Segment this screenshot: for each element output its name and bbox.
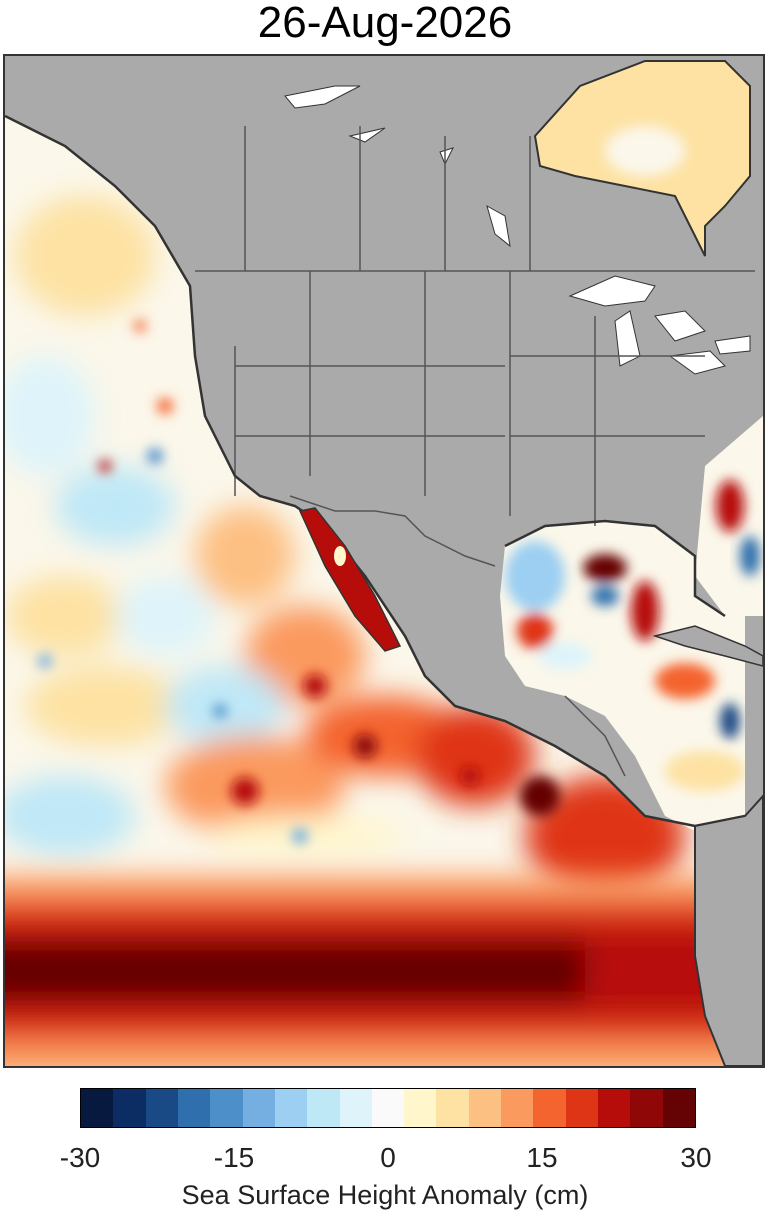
colorbar-swatch [339,1089,372,1127]
colorbar-swatch [242,1089,275,1127]
colorbar-swatch [468,1089,502,1127]
colorbar [80,1088,696,1128]
map-canvas [5,56,763,1066]
colorbar-swatch [501,1089,534,1127]
political-borders [195,126,755,777]
map-title: 26-Aug-2026 [257,0,513,47]
colorbar-swatch [145,1089,178,1127]
colorbar-swatch [274,1089,308,1127]
colorbar-swatch [177,1089,211,1127]
colorbar-swatch [630,1089,663,1127]
colorbar-label: Sea Surface Height Anomaly (cm) [181,1180,589,1210]
colorbar-swatch [436,1089,469,1127]
colorbar-swatch [533,1089,566,1127]
tick-label: -15 [213,1142,255,1173]
great-lakes [284,85,751,375]
colorbar-swatch [662,1089,695,1127]
colorbar-swatch [404,1089,437,1127]
colorbar-swatch [113,1089,146,1127]
tick-label: -30 [59,1142,101,1173]
atlantic-ocean-field [695,416,763,616]
ssh-anomaly-map [3,54,765,1068]
colorbar-swatch [598,1089,631,1127]
tick-label: 0 [380,1142,396,1173]
gulf-of-california [298,507,402,652]
colorbar-swatch [81,1089,114,1127]
south-america [694,794,763,1066]
tick-label: 30 [680,1142,712,1173]
colorbar-swatch [307,1089,340,1127]
tick-label: 15 [526,1142,558,1173]
colorbar-ticks: -30 -15 0 15 30 [0,1142,770,1176]
colorbar-swatch [565,1089,598,1127]
colorbar-swatch [371,1089,405,1127]
cuba-island [652,625,763,667]
colorbar-swatch [210,1089,243,1127]
